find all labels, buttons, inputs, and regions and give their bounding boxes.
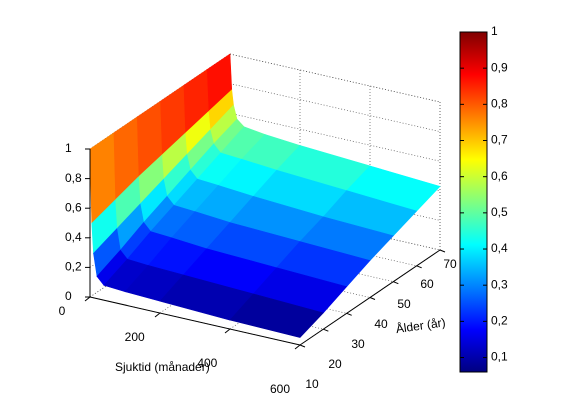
colorbar-tick-label: 0,9 xyxy=(491,60,508,74)
z-tick-label: 0,8 xyxy=(65,171,82,185)
y-tick-label: 60 xyxy=(420,277,434,291)
colorbar-tick-label: 0,6 xyxy=(491,169,508,183)
x-tick xyxy=(224,328,231,334)
colorbar-tick-label: 0,2 xyxy=(491,314,508,328)
y-tick xyxy=(416,265,422,269)
colorbar-tick-label: 0,8 xyxy=(491,97,508,111)
colorbar-gradient xyxy=(459,31,488,373)
x-tick xyxy=(154,312,161,318)
y-tick xyxy=(369,297,376,300)
x-axis-label: Sjuktid (månader) xyxy=(115,360,210,374)
grid-line xyxy=(229,83,441,132)
y-tick-label: 30 xyxy=(351,337,365,351)
x-tick-label: 0 xyxy=(59,304,66,318)
colorbar: 0,1 0,2 0,3 0,4 0,5 0,6 0,7 0,8 0,9 1 xyxy=(459,24,508,373)
surface-patch xyxy=(229,293,324,338)
colorbar-tick-label: 1 xyxy=(491,24,498,38)
y-tick-label: 40 xyxy=(374,317,388,331)
colorbar-tick-label: 0,7 xyxy=(491,133,508,147)
x-tick xyxy=(84,296,91,302)
x-tick-label: 400 xyxy=(197,356,217,370)
colorbar-tick-label: 0,5 xyxy=(491,205,508,219)
colorbar-tick-label: 0,1 xyxy=(491,350,508,364)
y-axis-label: Ålder (år) xyxy=(395,314,447,336)
y-tick xyxy=(346,312,352,316)
y-tick-label: 50 xyxy=(397,297,411,311)
z-tick-label: 0 xyxy=(65,289,72,303)
z-tick-label: 1 xyxy=(65,141,72,155)
y-tick xyxy=(323,328,329,332)
x-tick-label: 600 xyxy=(270,382,290,396)
surface xyxy=(89,53,441,338)
z-tick-label: 0,2 xyxy=(65,260,82,274)
y-tick xyxy=(439,249,446,253)
grid-line xyxy=(229,53,441,103)
z-tick-label: 0,4 xyxy=(65,230,82,244)
z-tick-label: 0,6 xyxy=(65,200,82,214)
colorbar-tick-label: 0,4 xyxy=(491,241,508,255)
y-tick-label: 10 xyxy=(305,377,319,391)
y-tick xyxy=(393,281,399,285)
x-tick-label: 200 xyxy=(125,330,145,344)
y-tick-label: 20 xyxy=(328,357,342,371)
x-tick xyxy=(294,344,301,350)
y-tick xyxy=(299,344,306,348)
x-axis xyxy=(89,296,301,346)
y-tick-label: 70 xyxy=(443,257,457,271)
colorbar-tick-label: 0,3 xyxy=(491,277,508,291)
